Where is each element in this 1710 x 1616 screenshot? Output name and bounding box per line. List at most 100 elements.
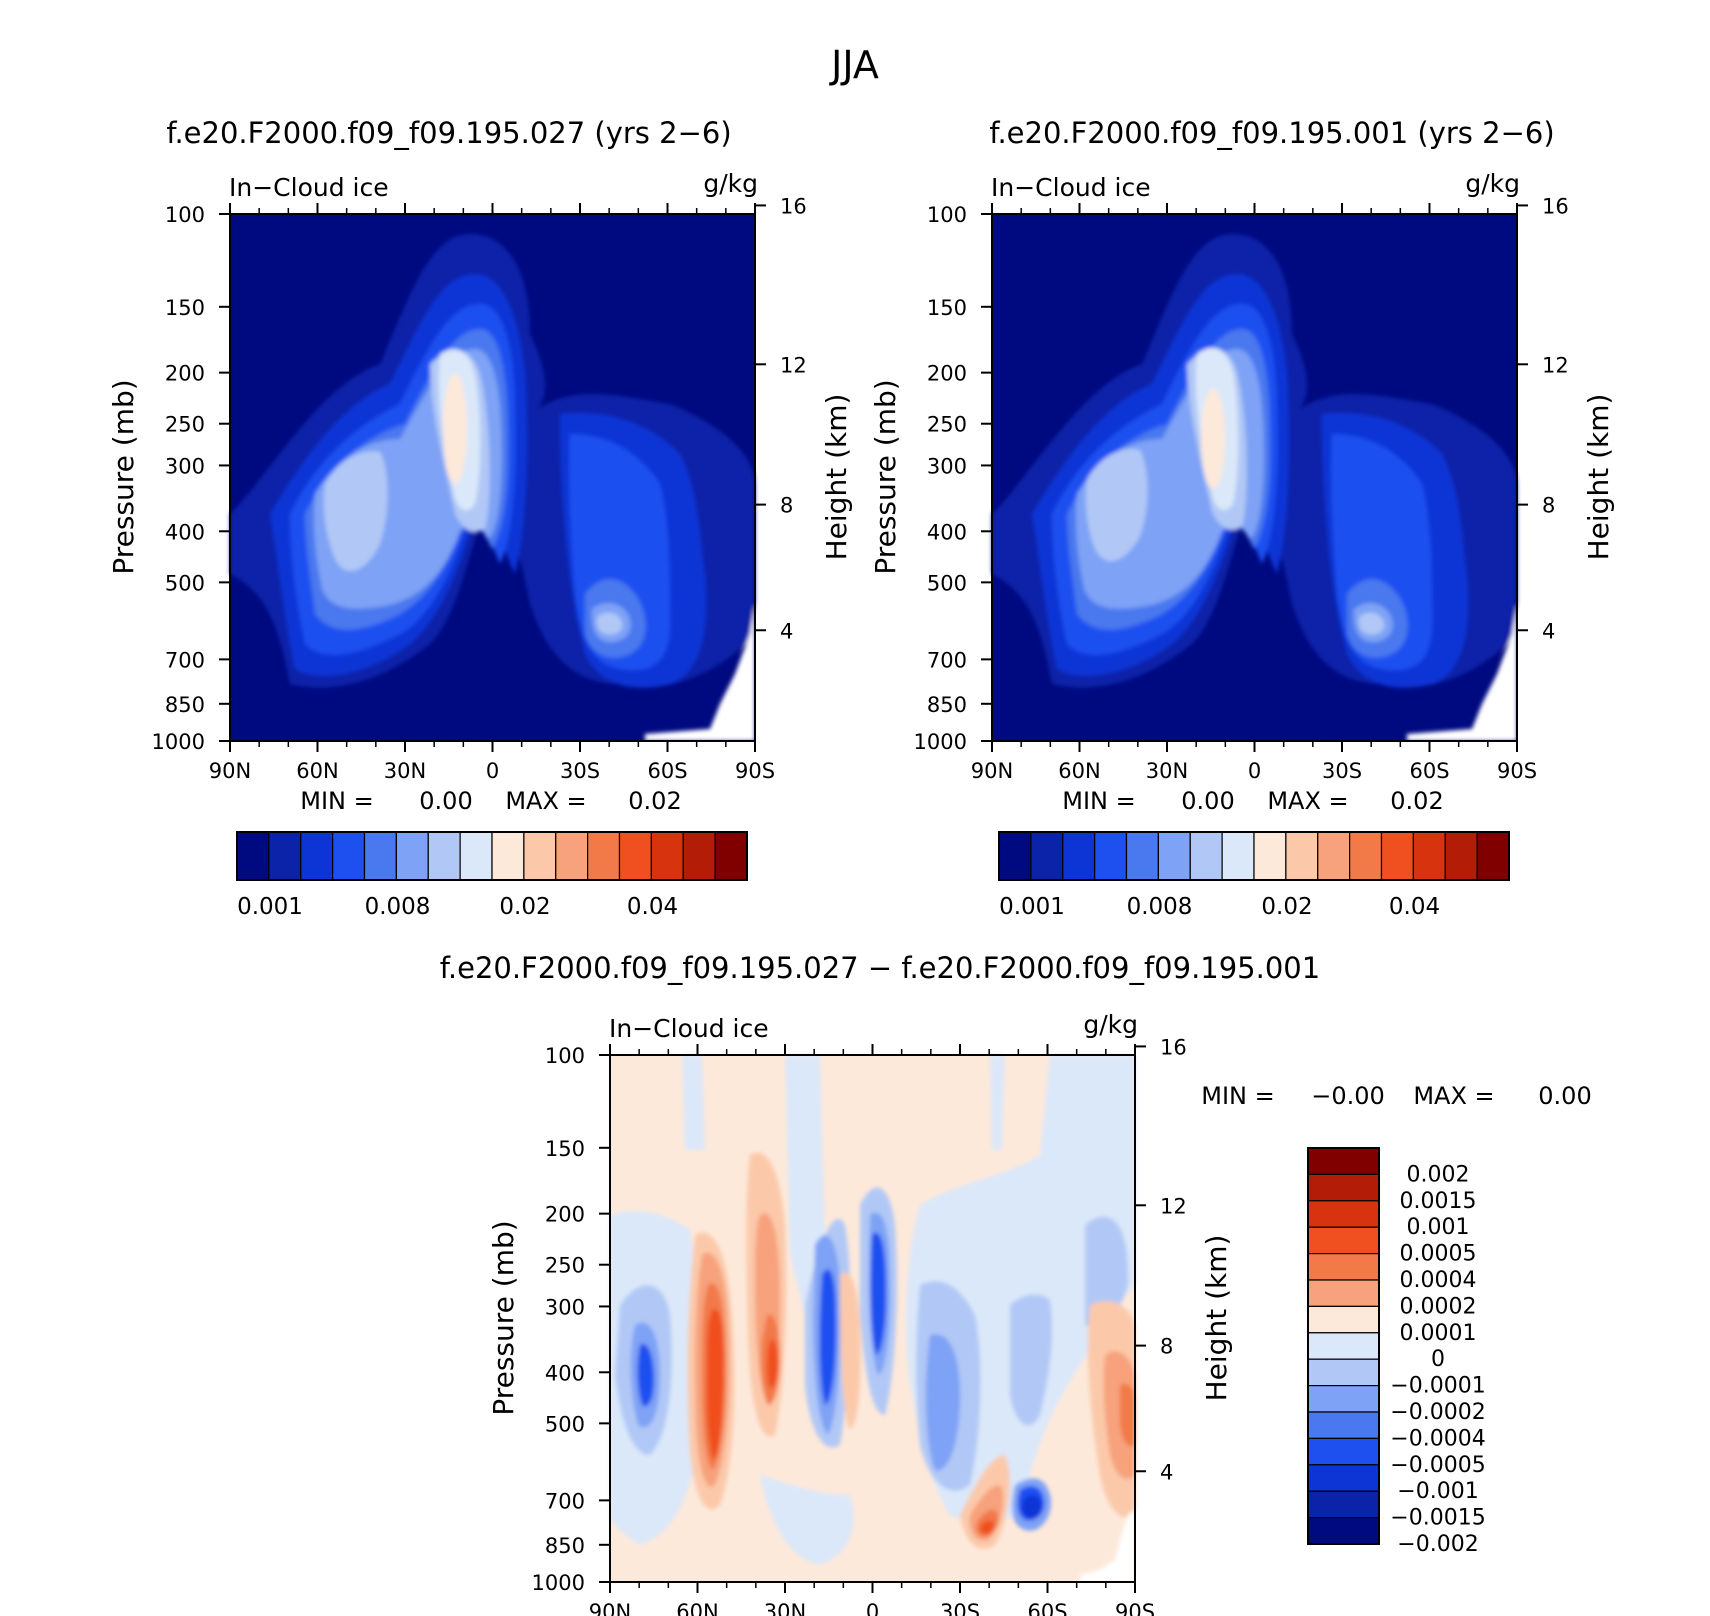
y-right-tick-label: 8 (780, 494, 793, 518)
y-tick-label: 700 (165, 648, 205, 672)
panel-1: f.e20.F2000.f09_f09.195.027 (yrs 2−6) In… (107, 116, 853, 920)
colorbar-swatch (1307, 1490, 1380, 1519)
panel-2: f.e20.F2000.f09_f09.195.001 (yrs 2−6) In… (869, 116, 1615, 920)
y-tick-label: 850 (927, 693, 967, 717)
panel-2-min-text: MIN = (1062, 787, 1135, 815)
y-tick-label: 250 (927, 413, 967, 437)
colorbar-swatch (1307, 1200, 1380, 1228)
colorbar-label: −0.001 (1397, 1479, 1478, 1504)
colorbar-label: 0.008 (365, 894, 431, 920)
panel-1-contours (230, 234, 755, 741)
colorbar-label: 0.008 (1127, 894, 1193, 920)
colorbar-swatch (998, 831, 1032, 881)
x-tick-label: 0 (486, 759, 499, 783)
panel-1-colorbar: 0.001 0.008 0.02 0.04 (236, 831, 748, 920)
panel-1-ylabel-right: Height (km) (820, 394, 853, 561)
y-tick-label: 300 (927, 454, 967, 478)
colorbar-swatch (1307, 1332, 1380, 1360)
colorbar-swatch (1380, 831, 1414, 881)
colorbar-swatch (1444, 831, 1478, 881)
x-tick-label: 60N (1058, 759, 1100, 783)
panel-2-max-value: 0.02 (1390, 787, 1443, 815)
panel-2-contour-level-9 (1201, 389, 1225, 489)
colorbar-label: 0.0004 (1400, 1268, 1477, 1293)
y-tick-label: 200 (165, 362, 205, 386)
panel-diff-variable-label: In−Cloud ice (609, 1014, 769, 1043)
panel-2-missing-region (1407, 604, 1517, 741)
panel-2-ylabel: Pressure (mb) (869, 379, 902, 574)
y-tick-label: 150 (545, 1137, 585, 1161)
colorbar-label: −0.002 (1397, 1532, 1478, 1557)
x-tick-label: 30N (764, 1600, 806, 1616)
y-tick-label: 1000 (532, 1571, 585, 1595)
panel-diff-ylabel-right: Height (km) (1200, 1235, 1233, 1402)
colorbar-label: 0.0001 (1400, 1321, 1477, 1346)
panel-diff-max-value: 0.00 (1538, 1082, 1591, 1110)
y-right-tick-label: 8 (1542, 494, 1555, 518)
y-tick-label: 150 (165, 296, 205, 320)
colorbar-swatch (587, 831, 621, 881)
colorbar-swatch (682, 831, 716, 881)
colorbar-swatch (1307, 1464, 1380, 1492)
colorbar-swatch (1307, 1305, 1380, 1334)
x-tick-label: 30N (384, 759, 426, 783)
colorbar-label: −0.0004 (1390, 1426, 1485, 1451)
colorbar-swatch (1476, 831, 1510, 881)
colorbar-label: 0.0015 (1400, 1189, 1477, 1214)
colorbar-label: 0.001 (999, 894, 1065, 920)
panel-2-units-label: g/kg (1465, 169, 1520, 198)
y-right-tick-label: 16 (780, 194, 807, 218)
panel-1-min-text: MIN = (300, 787, 373, 815)
x-tick-label: 90S (1497, 759, 1537, 783)
colorbar-swatch (1412, 831, 1446, 881)
colorbar-swatch (1349, 831, 1383, 881)
y-right-tick-label: 4 (1542, 619, 1555, 643)
colorbar-label: −0.0015 (1390, 1506, 1485, 1531)
x-tick-label: 0 (1248, 759, 1261, 783)
y-tick-label: 300 (165, 454, 205, 478)
x-tick-label: 90N (209, 759, 251, 783)
panel-2-max-text: MAX = (1267, 787, 1348, 815)
x-tick-label: 30N (1146, 759, 1188, 783)
panel-2-contours (992, 234, 1517, 741)
x-tick-label: 30S (560, 759, 600, 783)
y-right-tick-label: 8 (1160, 1335, 1173, 1359)
y-tick-label: 1000 (152, 730, 205, 754)
colorbar-swatch (1317, 831, 1351, 881)
colorbar-label: −0.0002 (1390, 1400, 1485, 1425)
colorbar-label: 0.04 (1389, 894, 1440, 920)
y-tick-label: 200 (927, 362, 967, 386)
colorbar-swatch (1189, 831, 1223, 881)
panel-1-title: f.e20.F2000.f09_f09.195.027 (yrs 2−6) (166, 116, 731, 150)
x-tick-label: 0 (866, 1600, 879, 1616)
colorbar-swatch (1094, 831, 1128, 881)
colorbar-swatch (1307, 1516, 1380, 1545)
diff-neg-lev3 (630, 1212, 1051, 1531)
colorbar-swatch (1307, 1226, 1380, 1255)
colorbar-swatch (1307, 1147, 1380, 1175)
x-tick-label: 30S (940, 1600, 980, 1616)
y-right-tick-label: 16 (1542, 194, 1569, 218)
y-tick-label: 850 (545, 1534, 585, 1558)
colorbar-swatch (459, 831, 493, 881)
panel-diff-min-value: −0.00 (1311, 1082, 1385, 1110)
colorbar-swatch (1062, 831, 1096, 881)
y-tick-label: 100 (165, 203, 205, 227)
colorbar-swatch (1221, 831, 1255, 881)
colorbar-swatch (1253, 831, 1287, 881)
colorbar-label: 0.0005 (1400, 1242, 1477, 1267)
panel-2-colorbar: 0.001 0.008 0.02 0.04 (998, 831, 1510, 920)
colorbar-label: 0.001 (237, 894, 303, 920)
y-tick-label: 850 (165, 693, 205, 717)
colorbar-swatch (363, 831, 397, 881)
panel-diff-max-text: MAX = (1413, 1082, 1494, 1110)
colorbar-swatch (1157, 831, 1191, 881)
panel-diff-min-text: MIN = (1201, 1082, 1274, 1110)
y-tick-label: 500 (545, 1412, 585, 1436)
colorbar-swatch (268, 831, 302, 881)
colorbar-swatch (650, 831, 684, 881)
colorbar-swatch (618, 831, 652, 881)
y-tick-label: 100 (545, 1044, 585, 1068)
colorbar-label: 0.04 (627, 894, 678, 920)
